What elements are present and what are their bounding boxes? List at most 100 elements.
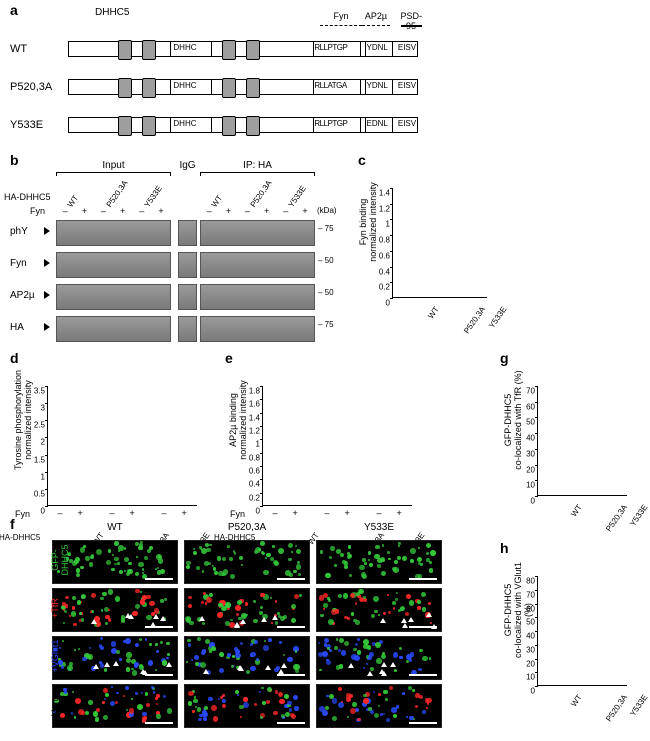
pm: –	[139, 206, 144, 216]
pm: +	[120, 206, 125, 216]
blot-row-phY: phY	[10, 226, 28, 237]
x-prefix: HA-DHHC5	[0, 533, 40, 542]
blot-ip	[200, 316, 315, 342]
lane-construct: WT	[66, 194, 81, 209]
f-col-WT: WT	[52, 522, 178, 533]
ytick: 0.4	[379, 267, 393, 276]
chart-d: 00.511.522.533.5Tyrosine phosphorylation…	[5, 358, 215, 528]
ytick: 3.5	[34, 387, 48, 396]
mw: – 50	[318, 256, 334, 265]
micrograph	[184, 540, 310, 584]
mw: – 75	[318, 224, 334, 233]
binding-site-PSD-95: PSD-95	[401, 11, 422, 31]
blot-input	[56, 252, 171, 278]
ytick: 3	[41, 404, 48, 413]
fyn-label: Fyn	[15, 509, 30, 519]
pm: +	[302, 206, 307, 216]
dhhc5-top-label: DHHC5	[95, 7, 129, 18]
motif2: YDNL	[367, 43, 388, 52]
pm: –	[162, 508, 167, 518]
chart-e: 00.20.40.60.811.21.41.61.8AP2µ bindingno…	[220, 358, 430, 528]
f-col-P520,3A: P520,3A	[184, 522, 310, 533]
construct-bar: DHHC RLLATGA YDNLEISV	[68, 79, 418, 95]
pm: +	[226, 206, 231, 216]
ytick: 70	[526, 387, 538, 396]
motif1: RLLPTGP	[314, 119, 347, 128]
mw: – 50	[318, 288, 334, 297]
micrograph	[184, 684, 310, 728]
motif2: YDNL	[367, 81, 388, 90]
pm: +	[182, 508, 187, 518]
ylabel: GFP-DHHC5co-localized with VGlut1 (%)	[503, 555, 533, 665]
ytick: 0.8	[249, 453, 263, 462]
ytick: 0.6	[249, 467, 263, 476]
ytick: 0	[256, 507, 263, 516]
ytick: 1	[386, 220, 393, 229]
mw: – 75	[318, 320, 334, 329]
micrograph	[316, 636, 442, 680]
micrograph	[52, 684, 178, 728]
motif3: EISV	[398, 81, 416, 90]
f-row-0: GFP-DHHC5	[50, 538, 70, 582]
micrograph	[316, 588, 442, 632]
micrograph	[184, 588, 310, 632]
ytick: 10	[526, 673, 538, 682]
ytick: 40	[526, 434, 538, 443]
micrograph	[52, 588, 178, 632]
ytick: 0	[41, 507, 48, 516]
ytick: 0.6	[379, 251, 393, 260]
construct-WT: WT	[10, 43, 65, 55]
blot-row-AP2µ: AP2µ	[10, 290, 35, 301]
xlabel: P520,3A	[462, 305, 487, 335]
micrograph	[316, 684, 442, 728]
motif1: RLLATGA	[314, 81, 346, 90]
ylabel: AP2µ bindingnormalized intensity	[228, 360, 248, 480]
pm: +	[130, 508, 135, 518]
ytick: 1.5	[34, 455, 48, 464]
pm: –	[377, 508, 382, 518]
pm: +	[397, 508, 402, 518]
chart-h: 01020304050607080GFP-DHHC5co-localized w…	[495, 548, 645, 708]
ytick: 20	[526, 465, 538, 474]
lane-construct: P520,3A	[248, 179, 273, 209]
ytick: 1.2	[379, 204, 393, 213]
ylabel: Fyn bindingnormalized intensity	[358, 167, 378, 277]
blot-ip	[200, 220, 315, 246]
pm: –	[58, 508, 63, 518]
row-prefix: HA-DHHC5	[4, 192, 51, 202]
ytick: 60	[526, 402, 538, 411]
pm: +	[345, 508, 350, 518]
motif2: EDNL	[367, 119, 388, 128]
blot-row-Fyn: Fyn	[10, 258, 27, 269]
xlabel: WT	[426, 305, 441, 320]
pm: +	[82, 206, 87, 216]
pm: +	[158, 206, 163, 216]
blot-igg	[178, 284, 197, 310]
ytick: 0	[531, 497, 538, 506]
motif3: EISV	[398, 119, 416, 128]
f-row-1: +TfR	[50, 586, 60, 630]
blot-igg	[178, 220, 197, 246]
micrograph	[52, 540, 178, 584]
ytick: 1	[256, 440, 263, 449]
binding-site-AP2µ: AP2µ	[362, 11, 390, 21]
ytick: 0	[386, 299, 393, 308]
construct-bar: DHHC RLLPTGP EDNL EISV	[68, 117, 418, 133]
panel-f-label: f	[10, 516, 15, 532]
pm: +	[264, 206, 269, 216]
dhhc-text: DHHC	[173, 43, 196, 52]
ytick: 0.4	[249, 480, 263, 489]
blot-ip	[200, 252, 315, 278]
f-row-3: Merge	[50, 682, 60, 726]
dhhc-text: DHHC	[173, 119, 196, 128]
pm: –	[283, 206, 288, 216]
blot-row-HA: HA	[10, 322, 24, 333]
ytick: 1.6	[249, 400, 263, 409]
ytick: 0.2	[379, 283, 393, 292]
ytick: 0.5	[34, 489, 48, 498]
xlabel: P520,3A	[604, 693, 629, 723]
micrograph	[52, 636, 178, 680]
chart-c: 00.20.40.60.811.21.4Fyn bindingnormalize…	[350, 160, 500, 320]
xlabel: WT	[569, 503, 584, 518]
pm: –	[325, 508, 330, 518]
